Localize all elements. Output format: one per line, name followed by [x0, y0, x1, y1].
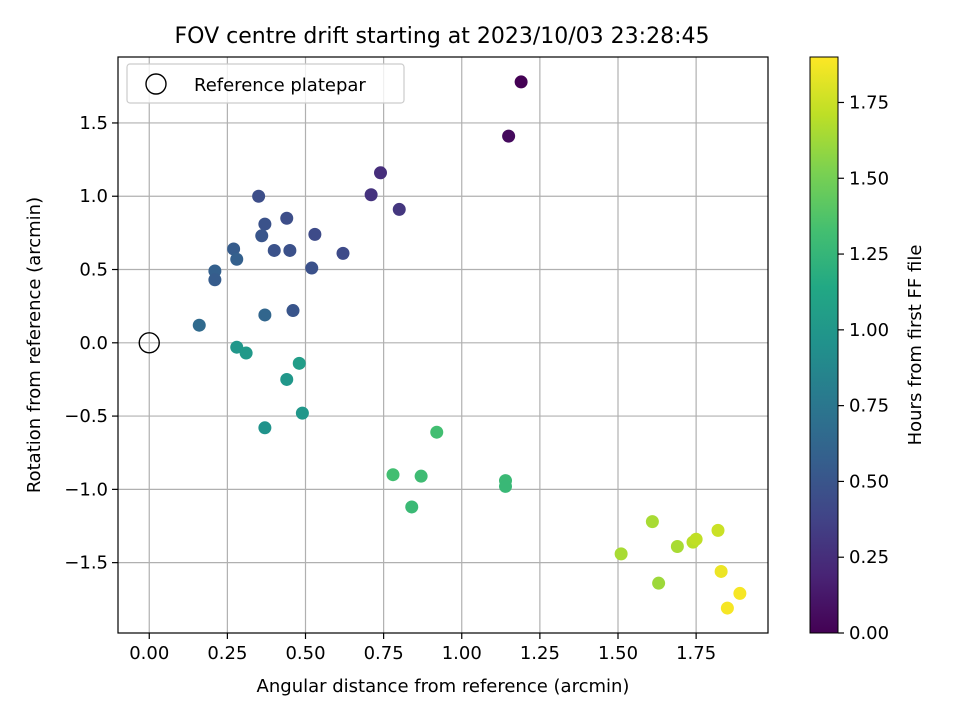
data-point [386, 468, 400, 482]
x-tick-label: 0.50 [285, 643, 325, 664]
colorbar: 0.00 0.25 0.50 0.75 1.00 1.25 1.50 1.75 Hours f… [809, 56, 926, 644]
y-axis-title: Rotation from reference (arcmin) [24, 197, 45, 493]
data-point [239, 346, 253, 360]
data-point [374, 166, 387, 180]
data-point [514, 75, 528, 89]
data-point [192, 318, 206, 332]
data-point [733, 586, 747, 600]
legend-marker-icon [145, 73, 167, 95]
y-tick-label: −1.5 [64, 553, 108, 574]
y-tick-label: −0.5 [64, 406, 108, 427]
legend-label: Reference platepar [194, 75, 366, 96]
colorbar-tick-label: 1.50 [849, 168, 889, 189]
data-point [258, 421, 272, 435]
data-point [720, 601, 734, 615]
y-axis-ticks: −1.5 −1.0 −0.5 0.0 0.5 1.0 1.5 [64, 113, 118, 574]
y-tick-label: 1.0 [79, 186, 108, 207]
plot-area-frame [117, 56, 769, 634]
data-point [392, 202, 406, 216]
x-tick-label: 0.75 [364, 643, 404, 664]
data-point [714, 564, 728, 578]
data-point [227, 242, 241, 256]
data-point [280, 211, 294, 225]
colorbar-ticks: 0.00 0.25 0.50 0.75 1.00 1.25 1.50 1.75 [838, 92, 889, 644]
data-point [711, 523, 725, 537]
data-point [295, 406, 309, 420]
colorbar-tick-label: 1.00 [849, 320, 889, 341]
data-point [689, 532, 703, 546]
x-axis-ticks: 0.00 0.25 0.50 0.75 1.00 1.25 1.50 1.75 [129, 633, 716, 664]
data-point [614, 547, 628, 561]
data-point [208, 273, 222, 287]
chart-title: FOV centre drift starting at 2023/10/03 … [175, 24, 710, 49]
data-point [286, 304, 300, 318]
data-point [305, 261, 319, 275]
data-point [430, 425, 444, 439]
legend: Reference platepar [126, 63, 405, 104]
data-point [258, 217, 272, 231]
x-axis-title: Angular distance from reference (arcmin) [257, 676, 630, 697]
data-point [414, 469, 428, 483]
colorbar-tick-label: 1.25 [849, 244, 889, 265]
data-point [255, 229, 269, 243]
colorbar-tick-label: 0.50 [849, 471, 889, 492]
data-point [499, 479, 512, 493]
data-point [252, 189, 266, 203]
data-point [670, 540, 684, 554]
colorbar-title: Hours from first FF file [905, 245, 926, 446]
reference-platepar-marker [138, 332, 160, 354]
x-tick-label: 1.50 [598, 643, 638, 664]
y-tick-label: 0.0 [79, 333, 108, 354]
y-tick-label: −1.0 [64, 479, 108, 500]
data-point [405, 500, 419, 514]
x-tick-label: 0.00 [129, 643, 169, 664]
data-points [138, 75, 747, 615]
colorbar-tick-label: 1.75 [849, 92, 889, 113]
data-point [292, 356, 306, 370]
data-point [230, 252, 244, 266]
y-tick-label: 1.5 [79, 113, 108, 134]
x-tick-label: 1.25 [520, 643, 560, 664]
data-point [336, 246, 350, 260]
colorbar-tick-label: 0.25 [849, 547, 889, 568]
x-tick-label: 1.00 [442, 643, 482, 664]
x-tick-label: 1.75 [676, 643, 716, 664]
colorbar-gradient [809, 56, 839, 634]
x-tick-label: 0.25 [207, 643, 247, 664]
data-point [652, 576, 666, 590]
grid-lines [118, 57, 768, 633]
data-point [645, 515, 659, 529]
colorbar-tick-label: 0.00 [849, 623, 889, 644]
data-point [280, 372, 294, 386]
data-point [308, 227, 322, 241]
data-point [230, 340, 244, 354]
data-point [283, 243, 297, 257]
data-point [364, 188, 378, 202]
legend-box [126, 63, 405, 104]
colorbar-tick-label: 0.75 [849, 396, 889, 417]
y-tick-label: 0.5 [79, 260, 108, 281]
data-point [502, 129, 516, 143]
data-point [267, 243, 281, 257]
data-point [258, 308, 272, 322]
